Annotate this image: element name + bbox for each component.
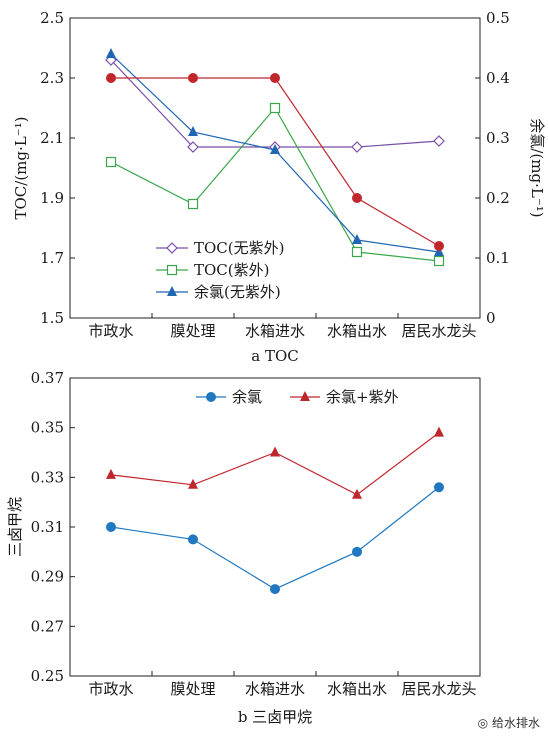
data-point-0 xyxy=(187,141,199,153)
legend-marker xyxy=(300,391,310,401)
y-tick-label: 0.31 xyxy=(31,518,64,536)
watermark: ◎ 给水排水 xyxy=(478,714,540,731)
y-right-tick-label: 0.2 xyxy=(486,189,510,207)
chart-a-plot-frame xyxy=(69,17,481,319)
data-point-0 xyxy=(434,482,444,493)
y-right-tick-label: 0.4 xyxy=(486,69,510,87)
data-point-0 xyxy=(188,534,198,545)
chart-b-y-axis: 0.25 0.27 0.29 0.31 0.33 0.35 0.37 xyxy=(31,369,75,685)
legend-marker xyxy=(167,286,177,296)
y-tick-label: 0.37 xyxy=(31,369,64,387)
x-tick-label: 水箱出水 xyxy=(327,680,387,698)
data-point-1 xyxy=(434,426,444,437)
series-line-1 xyxy=(110,432,440,496)
data-point-1 xyxy=(105,156,117,168)
wechat-icon: ◎ xyxy=(477,716,489,730)
y-tick-label: 2.5 xyxy=(40,9,64,27)
chart-b-plot-frame xyxy=(69,377,481,677)
x-tick-label: 膜处理 xyxy=(170,680,215,698)
y-tick-label: 0.29 xyxy=(31,568,64,586)
data-point-2 xyxy=(352,234,362,244)
x-tick-label: 水箱出水 xyxy=(327,322,387,340)
legend-label: TOC(紫外) xyxy=(194,261,269,279)
data-point-0 xyxy=(352,546,362,557)
y-right-tick-label: 0.3 xyxy=(486,129,510,147)
legend-marker xyxy=(206,392,216,402)
x-tick-label: 水箱进水 xyxy=(245,680,305,698)
legend-label: 余氯(无紫外) xyxy=(194,283,281,301)
chart-a-toc: 1.5 1.7 1.9 2.1 2.3 2.5 0 0.1 0.2 0.3 0.4 0.5 市政水 膜… xyxy=(12,9,546,365)
y-right-tick-label: 0.1 xyxy=(486,249,510,267)
data-point-1 xyxy=(352,488,362,499)
y-tick-label: 2.1 xyxy=(40,129,64,147)
data-point-0 xyxy=(106,522,116,532)
y-tick-label: 0.35 xyxy=(31,419,64,437)
y-tick-label: 0.33 xyxy=(31,468,64,486)
chart-a-right-axis: 0 0.1 0.2 0.3 0.4 0.5 xyxy=(475,9,510,327)
y-tick-label: 2.3 xyxy=(40,69,64,87)
y-tick-label: 0.27 xyxy=(31,617,64,635)
y-tick-label: 1.5 xyxy=(40,309,64,327)
y-tick-label: 1.7 xyxy=(40,249,64,267)
chart-a-left-axis-label: TOC/(mg·L⁻¹) xyxy=(12,116,30,219)
x-tick-label: 膜处理 xyxy=(170,322,215,340)
legend-label: 余氯 xyxy=(232,388,262,406)
data-point-1 xyxy=(187,198,199,210)
data-point-3 xyxy=(188,73,198,83)
data-point-2 xyxy=(270,144,280,154)
x-tick-label: 市政水 xyxy=(88,680,133,698)
x-tick-label: 居民水龙头 xyxy=(401,680,476,698)
chart-b-series xyxy=(106,426,444,595)
x-tick-label: 市政水 xyxy=(88,322,133,340)
legend-marker xyxy=(166,264,178,276)
watermark-text: 给水排水 xyxy=(491,716,540,730)
chart-b-thm: 0.25 0.27 0.29 0.31 0.33 0.35 0.37 市政水 膜处理 水箱进水 水… xyxy=(6,369,481,726)
data-point-0 xyxy=(433,135,445,147)
y-tick-label: 1.9 xyxy=(40,189,64,207)
chart-a-right-axis-label: 余氯/(mg·L⁻¹) xyxy=(528,118,546,217)
data-point-1 xyxy=(106,468,116,479)
chart-a-caption: a TOC xyxy=(251,347,299,365)
data-point-1 xyxy=(269,102,281,114)
legend-label: TOC(无紫外) xyxy=(194,239,284,257)
y-tick-label: 0.25 xyxy=(31,667,64,685)
legend-label: 余氯+紫外 xyxy=(326,388,399,406)
data-point-1 xyxy=(351,246,363,258)
data-point-1 xyxy=(188,478,198,489)
data-point-3 xyxy=(106,73,116,83)
data-point-0 xyxy=(351,141,363,153)
data-point-2 xyxy=(188,126,198,136)
chart-b-x-axis: 市政水 膜处理 水箱进水 水箱出水 居民水龙头 xyxy=(88,671,477,698)
data-point-0 xyxy=(270,584,280,595)
chart-b-y-axis-label: 三卤甲烷 xyxy=(6,497,24,557)
chart-a-x-axis: 市政水 膜处理 水箱进水 水箱出水 居民水龙头 xyxy=(88,313,477,340)
y-right-tick-label: 0 xyxy=(486,309,496,327)
data-point-1 xyxy=(433,255,445,267)
data-point-3 xyxy=(434,241,444,251)
legend-marker xyxy=(166,242,178,254)
chart-b-legend: 余氯 余氯+紫外 xyxy=(196,388,399,406)
x-tick-label: 水箱进水 xyxy=(245,322,305,340)
data-point-1 xyxy=(270,446,280,457)
data-point-3 xyxy=(270,73,280,83)
x-tick-label: 居民水龙头 xyxy=(401,322,476,340)
data-point-3 xyxy=(352,193,362,203)
series-line-0 xyxy=(110,486,440,590)
y-right-tick-label: 0.5 xyxy=(486,9,510,27)
chart-b-caption: b 三卤甲烷 xyxy=(238,708,312,726)
chart-a-legend: TOC(无紫外) TOC(紫外) 余氯(无紫外) xyxy=(156,239,284,301)
chart-a-left-axis: 1.5 1.7 1.9 2.1 2.3 2.5 xyxy=(40,9,75,327)
data-point-2 xyxy=(106,48,116,58)
chart-a-series xyxy=(105,48,445,267)
